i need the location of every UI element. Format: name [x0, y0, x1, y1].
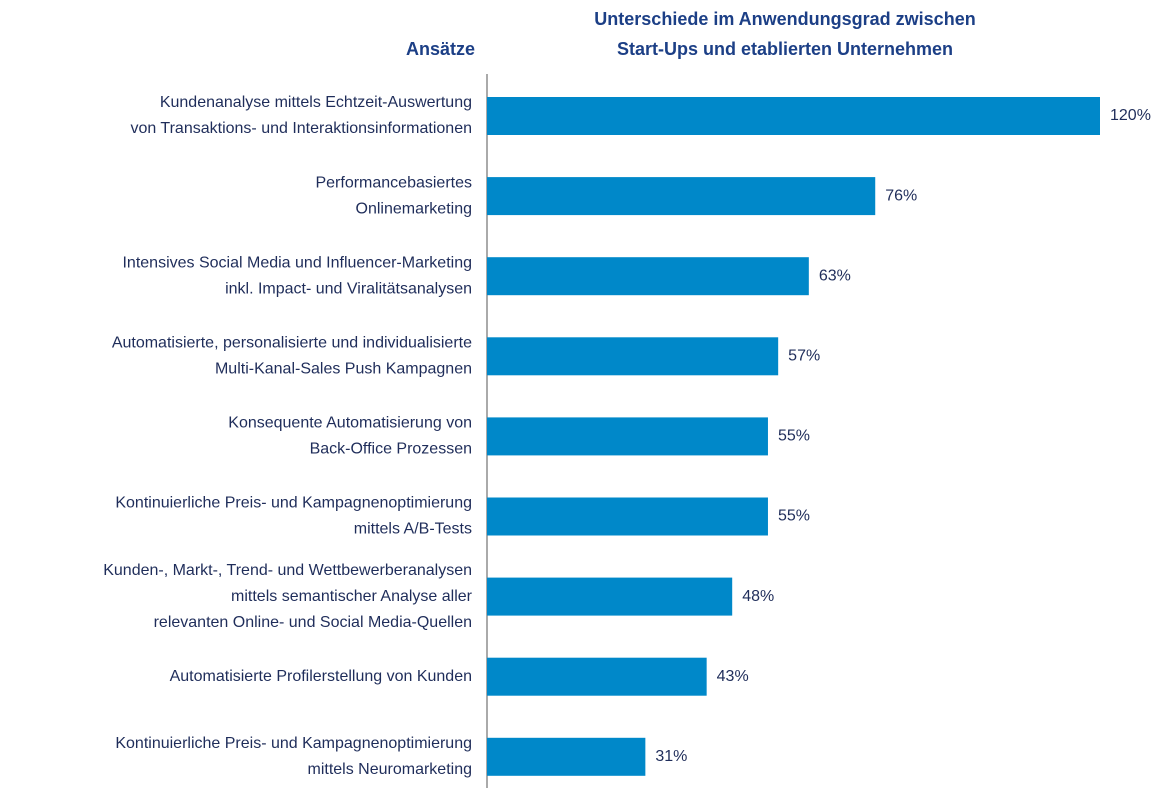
y-tick-label: Konsequente Automatisierung von — [228, 415, 472, 432]
y-tick-label: Intensives Social Media und Influencer-M… — [122, 254, 472, 271]
y-tick-label: Kontinuierliche Preis- und Kampagnenopti… — [115, 735, 472, 752]
bar — [487, 337, 779, 376]
data-label: 48% — [742, 588, 774, 605]
bar — [487, 497, 768, 536]
y-tick-label: von Transaktions- und Interaktionsinform… — [130, 120, 472, 137]
y-tick-label: Onlinemarketing — [356, 200, 473, 217]
data-label: 55% — [778, 508, 810, 525]
data-label: 57% — [788, 348, 820, 365]
y-tick-label: Kunden-, Markt-, Trend- und Wettbewerber… — [103, 562, 472, 579]
y-tick-label: mittels A/B-Tests — [354, 521, 472, 538]
chart-title: Unterschiede im Anwendungsgrad zwischen — [594, 9, 975, 29]
bar — [487, 177, 876, 216]
y-tick-label: Automatisierte, personalisierte und indi… — [112, 335, 472, 352]
chart-title: Start-Ups und etablierten Unternehmen — [617, 39, 953, 59]
bar — [487, 577, 733, 616]
data-label: 31% — [655, 748, 687, 765]
bar — [487, 417, 768, 456]
bar — [487, 97, 1100, 135]
bar — [487, 657, 707, 696]
y-tick-label: Kontinuierliche Preis- und Kampagnenopti… — [115, 495, 472, 512]
y-tick-label: Performancebasiertes — [315, 174, 472, 191]
category-axis-title: Ansätze — [406, 39, 475, 59]
data-label: 55% — [778, 428, 810, 445]
bar — [487, 257, 809, 296]
y-tick-label: mittels semantischer Analyse aller — [231, 588, 473, 605]
y-tick-label: Back-Office Prozessen — [310, 441, 472, 458]
y-tick-label: Automatisierte Profilerstellung von Kund… — [170, 668, 472, 685]
data-label: 43% — [717, 668, 749, 685]
y-tick-label: mittels Neuromarketing — [308, 761, 473, 778]
data-label: 63% — [819, 267, 851, 284]
y-tick-label: inkl. Impact- und Viralitätsanalysen — [225, 280, 472, 297]
data-label: 120% — [1110, 107, 1151, 124]
bar — [487, 737, 646, 776]
y-tick-label: Multi-Kanal-Sales Push Kampagnen — [215, 361, 472, 378]
y-tick-label: Kundenanalyse mittels Echtzeit-Auswertun… — [160, 94, 472, 111]
data-label: 76% — [885, 187, 917, 204]
y-tick-label: relevanten Online- und Social Media-Quel… — [154, 614, 472, 631]
